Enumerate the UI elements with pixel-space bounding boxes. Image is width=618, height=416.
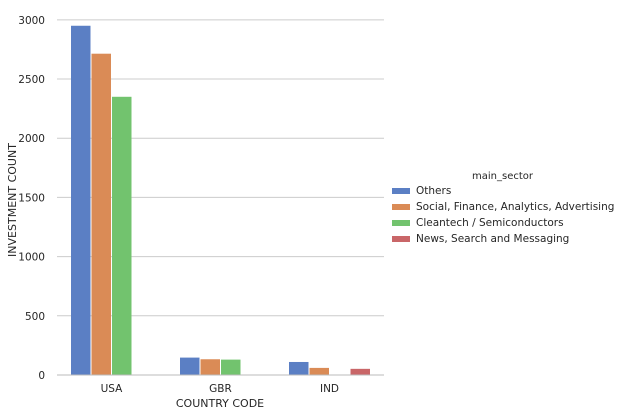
bar-ind-series-3 (350, 368, 370, 375)
y-tick-label: 2500 (18, 74, 45, 86)
x-axis-label: COUNTRY CODE (176, 397, 264, 410)
legend-title: main_sector (472, 171, 533, 182)
legend-label: News, Search and Messaging (416, 233, 570, 245)
y-tick-label: 2000 (18, 133, 45, 145)
y-tick-label: 0 (38, 370, 45, 382)
y-axis-label: INVESTMENT COUNT (6, 143, 19, 257)
legend-item: Social, Finance, Analytics, Advertising (392, 200, 614, 214)
legend-label: Cleantech / Semiconductors (416, 217, 564, 229)
bars (71, 25, 370, 376)
x-tick-label: GBR (209, 383, 232, 395)
bar-ind-series-1 (309, 367, 329, 375)
legend-swatch (392, 220, 410, 226)
legend-swatch (392, 236, 410, 242)
x-tick-label: IND (320, 383, 339, 395)
legend-label: Social, Finance, Analytics, Advertising (416, 201, 615, 213)
bar-usa-series-2 (112, 96, 132, 376)
y-tick-label: 1500 (18, 192, 45, 204)
legend-label: Others (416, 185, 452, 197)
bar-gbr-series-1 (200, 359, 220, 375)
y-tick-label: 1000 (18, 252, 45, 264)
bar-ind-series-0 (289, 361, 309, 375)
x-tick-labels: USA GBR IND (101, 383, 339, 395)
legend-item: Cleantech / Semiconductors (392, 216, 564, 230)
legend-item: Others (392, 184, 451, 198)
x-tick-label: USA (101, 383, 124, 395)
bar-usa-series-1 (91, 53, 111, 375)
y-tick-label: 500 (25, 311, 45, 323)
bar-gbr-series-0 (180, 357, 200, 375)
y-tick-label: 3000 (18, 15, 45, 27)
legend-swatch (392, 188, 410, 194)
grid-lines (57, 19, 384, 317)
legend-item: News, Search and Messaging (392, 232, 569, 246)
y-tick-labels: 0 500 1000 1500 2000 2500 3000 (18, 15, 45, 382)
bar-gbr-series-2 (221, 359, 241, 375)
bar-usa-series-0 (71, 25, 91, 376)
legend-swatch (392, 204, 410, 210)
